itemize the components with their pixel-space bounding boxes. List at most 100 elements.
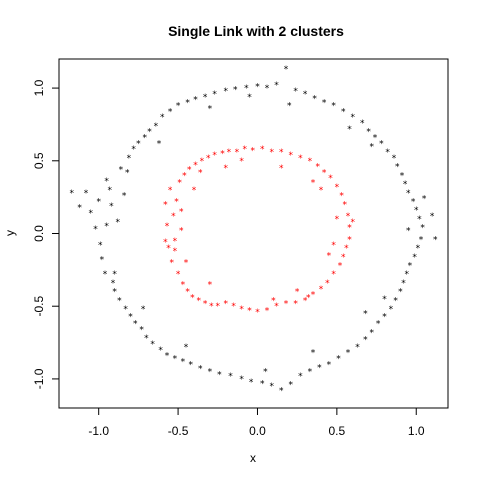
data-point: *: [165, 352, 170, 362]
data-point: *: [220, 150, 225, 160]
data-point: *: [279, 164, 284, 174]
data-point: *: [235, 148, 240, 158]
data-point: *: [341, 253, 346, 263]
data-point: *: [316, 163, 321, 173]
data-point: *: [139, 325, 144, 335]
data-points: ****************************************…: [69, 65, 438, 396]
data-point: *: [163, 200, 168, 210]
data-point: *: [430, 212, 435, 222]
data-point: *: [108, 186, 113, 196]
data-point: *: [206, 154, 211, 164]
data-point: *: [190, 293, 195, 303]
data-point: *: [385, 148, 390, 158]
data-point: *: [189, 360, 194, 370]
data-point: *: [298, 154, 303, 164]
data-point: *: [154, 122, 159, 132]
data-point: *: [96, 198, 101, 208]
data-point: *: [295, 288, 300, 298]
data-point: *: [198, 168, 203, 178]
data-point: *: [176, 102, 181, 112]
data-point: *: [247, 307, 252, 317]
x-tick-label: 0.5: [329, 424, 346, 438]
x-axis-label: x: [250, 451, 256, 465]
data-point: *: [311, 349, 316, 359]
data-point: *: [398, 288, 403, 298]
data-point: *: [392, 154, 397, 164]
data-point: *: [270, 148, 275, 158]
data-point: *: [181, 357, 186, 367]
data-point: *: [179, 227, 184, 237]
data-point: *: [209, 302, 214, 312]
data-point: *: [260, 145, 265, 155]
data-point: *: [223, 87, 228, 97]
data-point: *: [336, 355, 341, 365]
data-point: *: [142, 134, 147, 144]
data-point: *: [346, 212, 351, 222]
data-point: *: [158, 346, 163, 356]
data-point: *: [287, 102, 292, 112]
data-point: *: [239, 305, 244, 315]
data-point: *: [212, 90, 217, 100]
data-point: *: [422, 195, 427, 205]
data-point: *: [317, 363, 322, 373]
data-point: *: [265, 307, 270, 317]
x-tick-label: 0.0: [249, 424, 266, 438]
data-point: *: [187, 166, 192, 176]
x-axis: -1.0 -0.5 0.0 0.5 1.0: [88, 408, 425, 438]
data-point: *: [84, 189, 89, 199]
y-axis-label: y: [3, 230, 17, 236]
data-point: *: [184, 259, 189, 269]
data-point: *: [173, 355, 178, 365]
data-point: *: [338, 261, 343, 271]
data-point: *: [168, 107, 173, 117]
data-point: *: [343, 200, 348, 210]
data-point: *: [136, 139, 141, 149]
data-point: *: [179, 208, 184, 218]
data-point: *: [347, 224, 352, 234]
data-point: *: [311, 291, 316, 301]
data-point: *: [308, 368, 313, 378]
data-point: *: [185, 288, 190, 298]
data-point: *: [208, 280, 213, 290]
data-point: *: [133, 320, 138, 330]
y-axis: -1.0 -0.5 0.0 0.5 1.0: [32, 79, 59, 389]
data-point: *: [350, 113, 355, 123]
data-point: *: [408, 261, 413, 271]
data-point: *: [389, 305, 394, 315]
data-point: *: [355, 343, 360, 353]
data-point: *: [293, 299, 298, 309]
data-point: *: [322, 99, 327, 109]
y-tick-label: 0.5: [32, 152, 46, 169]
data-point: *: [363, 336, 368, 346]
data-point: *: [127, 154, 132, 164]
data-point: *: [203, 299, 208, 309]
data-point: *: [157, 139, 162, 149]
data-point: *: [303, 90, 308, 100]
data-point: *: [363, 309, 368, 319]
data-point: *: [216, 302, 221, 312]
data-point: *: [406, 227, 411, 237]
data-point: *: [420, 224, 425, 234]
data-point: *: [279, 387, 284, 397]
y-tick-label: -0.5: [32, 296, 46, 317]
data-point: *: [274, 81, 279, 91]
data-point: *: [260, 379, 265, 389]
data-point: *: [303, 296, 308, 306]
data-point: *: [414, 206, 419, 216]
data-point: *: [93, 225, 98, 235]
y-tick-label: 0.0: [32, 225, 46, 242]
data-point: *: [433, 235, 438, 245]
data-point: *: [404, 270, 409, 280]
data-point: *: [112, 288, 117, 298]
data-point: *: [182, 171, 187, 181]
data-point: *: [419, 235, 424, 245]
data-point: *: [360, 119, 365, 129]
data-point: *: [331, 102, 336, 112]
data-point: *: [373, 134, 378, 144]
x-tick-label: -1.0: [88, 424, 109, 438]
data-point: *: [103, 270, 108, 280]
data-point: *: [203, 93, 208, 103]
data-point: *: [98, 241, 103, 251]
data-point: *: [104, 177, 109, 187]
data-point: *: [109, 202, 114, 212]
